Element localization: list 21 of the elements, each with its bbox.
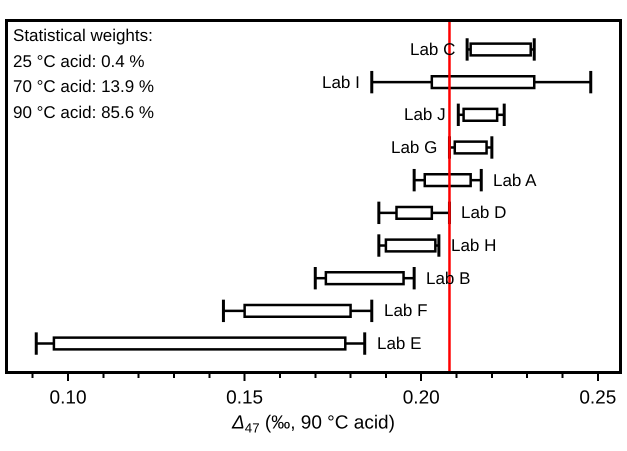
- y-tick-label: Lab J: [404, 105, 446, 124]
- y-tick-label: Lab E: [377, 334, 422, 353]
- x-tick-label: 0.10: [50, 388, 87, 409]
- annotation: Statistical weights:: [13, 26, 153, 45]
- x-tick-label: 0.25: [579, 388, 616, 409]
- y-tick-label: Lab I: [322, 73, 360, 92]
- y-tick-label: Lab D: [461, 203, 506, 222]
- annotation: 25 °C acid: 0.4 %: [13, 52, 145, 71]
- bar: [462, 108, 498, 122]
- annotation: 90 °C acid: 85.6 %: [13, 103, 154, 122]
- y-tick-label: Lab H: [451, 236, 496, 255]
- x-axis-title: Δ$_{47}$ (‰, 90 °C acid): [231, 412, 395, 436]
- y-tick-label: Lab F: [384, 301, 428, 320]
- annotation: 70 °C acid: 13.9 %: [13, 77, 154, 96]
- bar: [454, 140, 488, 155]
- x-tick-label: 0.15: [226, 388, 264, 409]
- bar: [469, 42, 532, 57]
- y-tick-label: Lab A: [493, 171, 538, 190]
- y-tick-label: Lab G: [391, 138, 438, 157]
- bar: [384, 238, 437, 253]
- x-tick-label: 0.20: [402, 388, 440, 409]
